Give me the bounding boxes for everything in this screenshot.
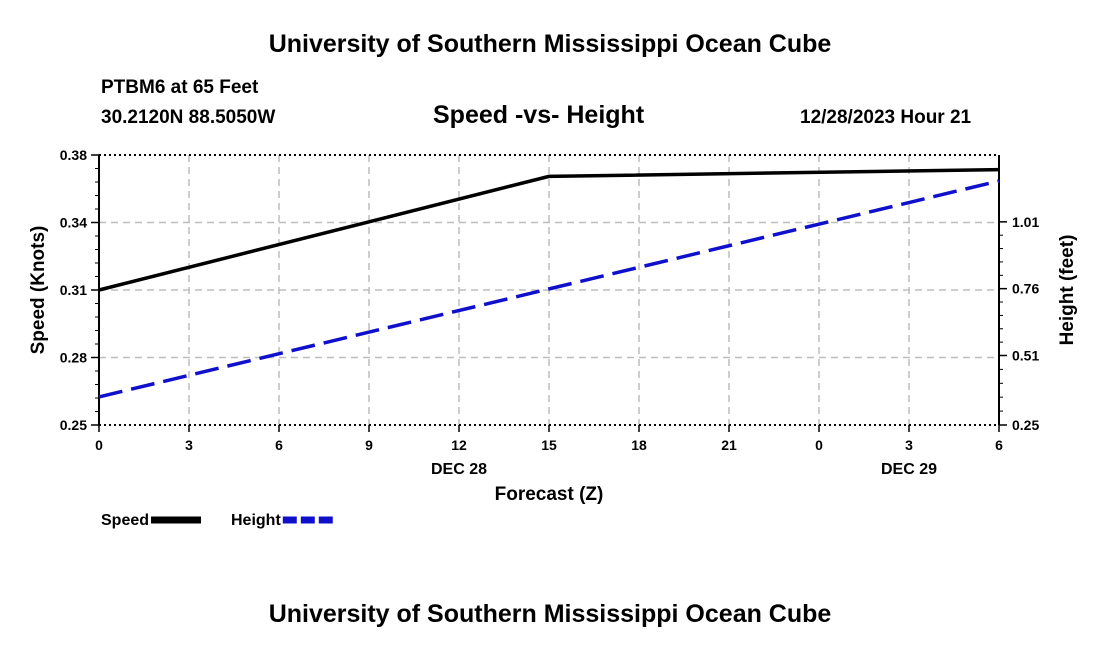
y2-tick-label: 0.25 xyxy=(1012,417,1039,433)
y-tick-label: 0.34 xyxy=(60,215,87,231)
station-label: PTBM6 at 65 Feet xyxy=(101,77,259,98)
x-tick-label: 0 xyxy=(815,437,823,453)
x-tick-label: 12 xyxy=(451,437,467,453)
date-label: DEC 28 xyxy=(431,461,487,478)
y2-axis-title: Height (feet) xyxy=(1057,235,1078,346)
speed-height-chart: 0.25 0.28 0.31 0.34 0.38 0.25 0.51 0.76 1.01 0 3 6 9… xyxy=(28,147,1078,529)
bottom-title: University of Southern Mississippi Ocean… xyxy=(268,600,832,628)
coordinates-label: 30.2120N 88.5050W xyxy=(101,107,276,128)
top-title: University of Southern Mississippi Ocean… xyxy=(268,30,832,58)
x-tick-label: 0 xyxy=(95,437,103,453)
series-line-height xyxy=(98,179,1000,399)
y2-tick-label: 0.76 xyxy=(1012,281,1039,297)
x-axis-title: Forecast (Z) xyxy=(495,484,604,505)
y-tick-label: 0.38 xyxy=(60,147,87,163)
legend-label: Speed xyxy=(101,512,149,529)
y-tick-label: 0.28 xyxy=(60,350,87,366)
x-tick-label: 6 xyxy=(995,437,1003,453)
y2-tick-label: 0.51 xyxy=(1012,347,1039,363)
y-tick-label: 0.31 xyxy=(60,282,87,298)
x-tick-label: 18 xyxy=(631,437,647,453)
x-tick-label: 15 xyxy=(541,437,557,453)
x-tick-label: 3 xyxy=(185,437,193,453)
x-tick-label: 21 xyxy=(721,437,737,453)
datetime-label: 12/28/2023 Hour 21 xyxy=(800,107,972,128)
date-label: DEC 29 xyxy=(881,461,937,478)
y-axis-title: Speed (Knots) xyxy=(28,226,49,355)
x-tick-label: 9 xyxy=(365,437,373,453)
y2-tick-label: 1.01 xyxy=(1012,214,1039,230)
legend-label: Height xyxy=(231,512,281,529)
x-tick-label: 6 xyxy=(275,437,283,453)
chart-title: Speed -vs- Height xyxy=(433,101,645,129)
x-tick-label: 3 xyxy=(905,437,913,453)
y-tick-label: 0.25 xyxy=(60,417,87,433)
series-line-speed xyxy=(98,167,1000,292)
